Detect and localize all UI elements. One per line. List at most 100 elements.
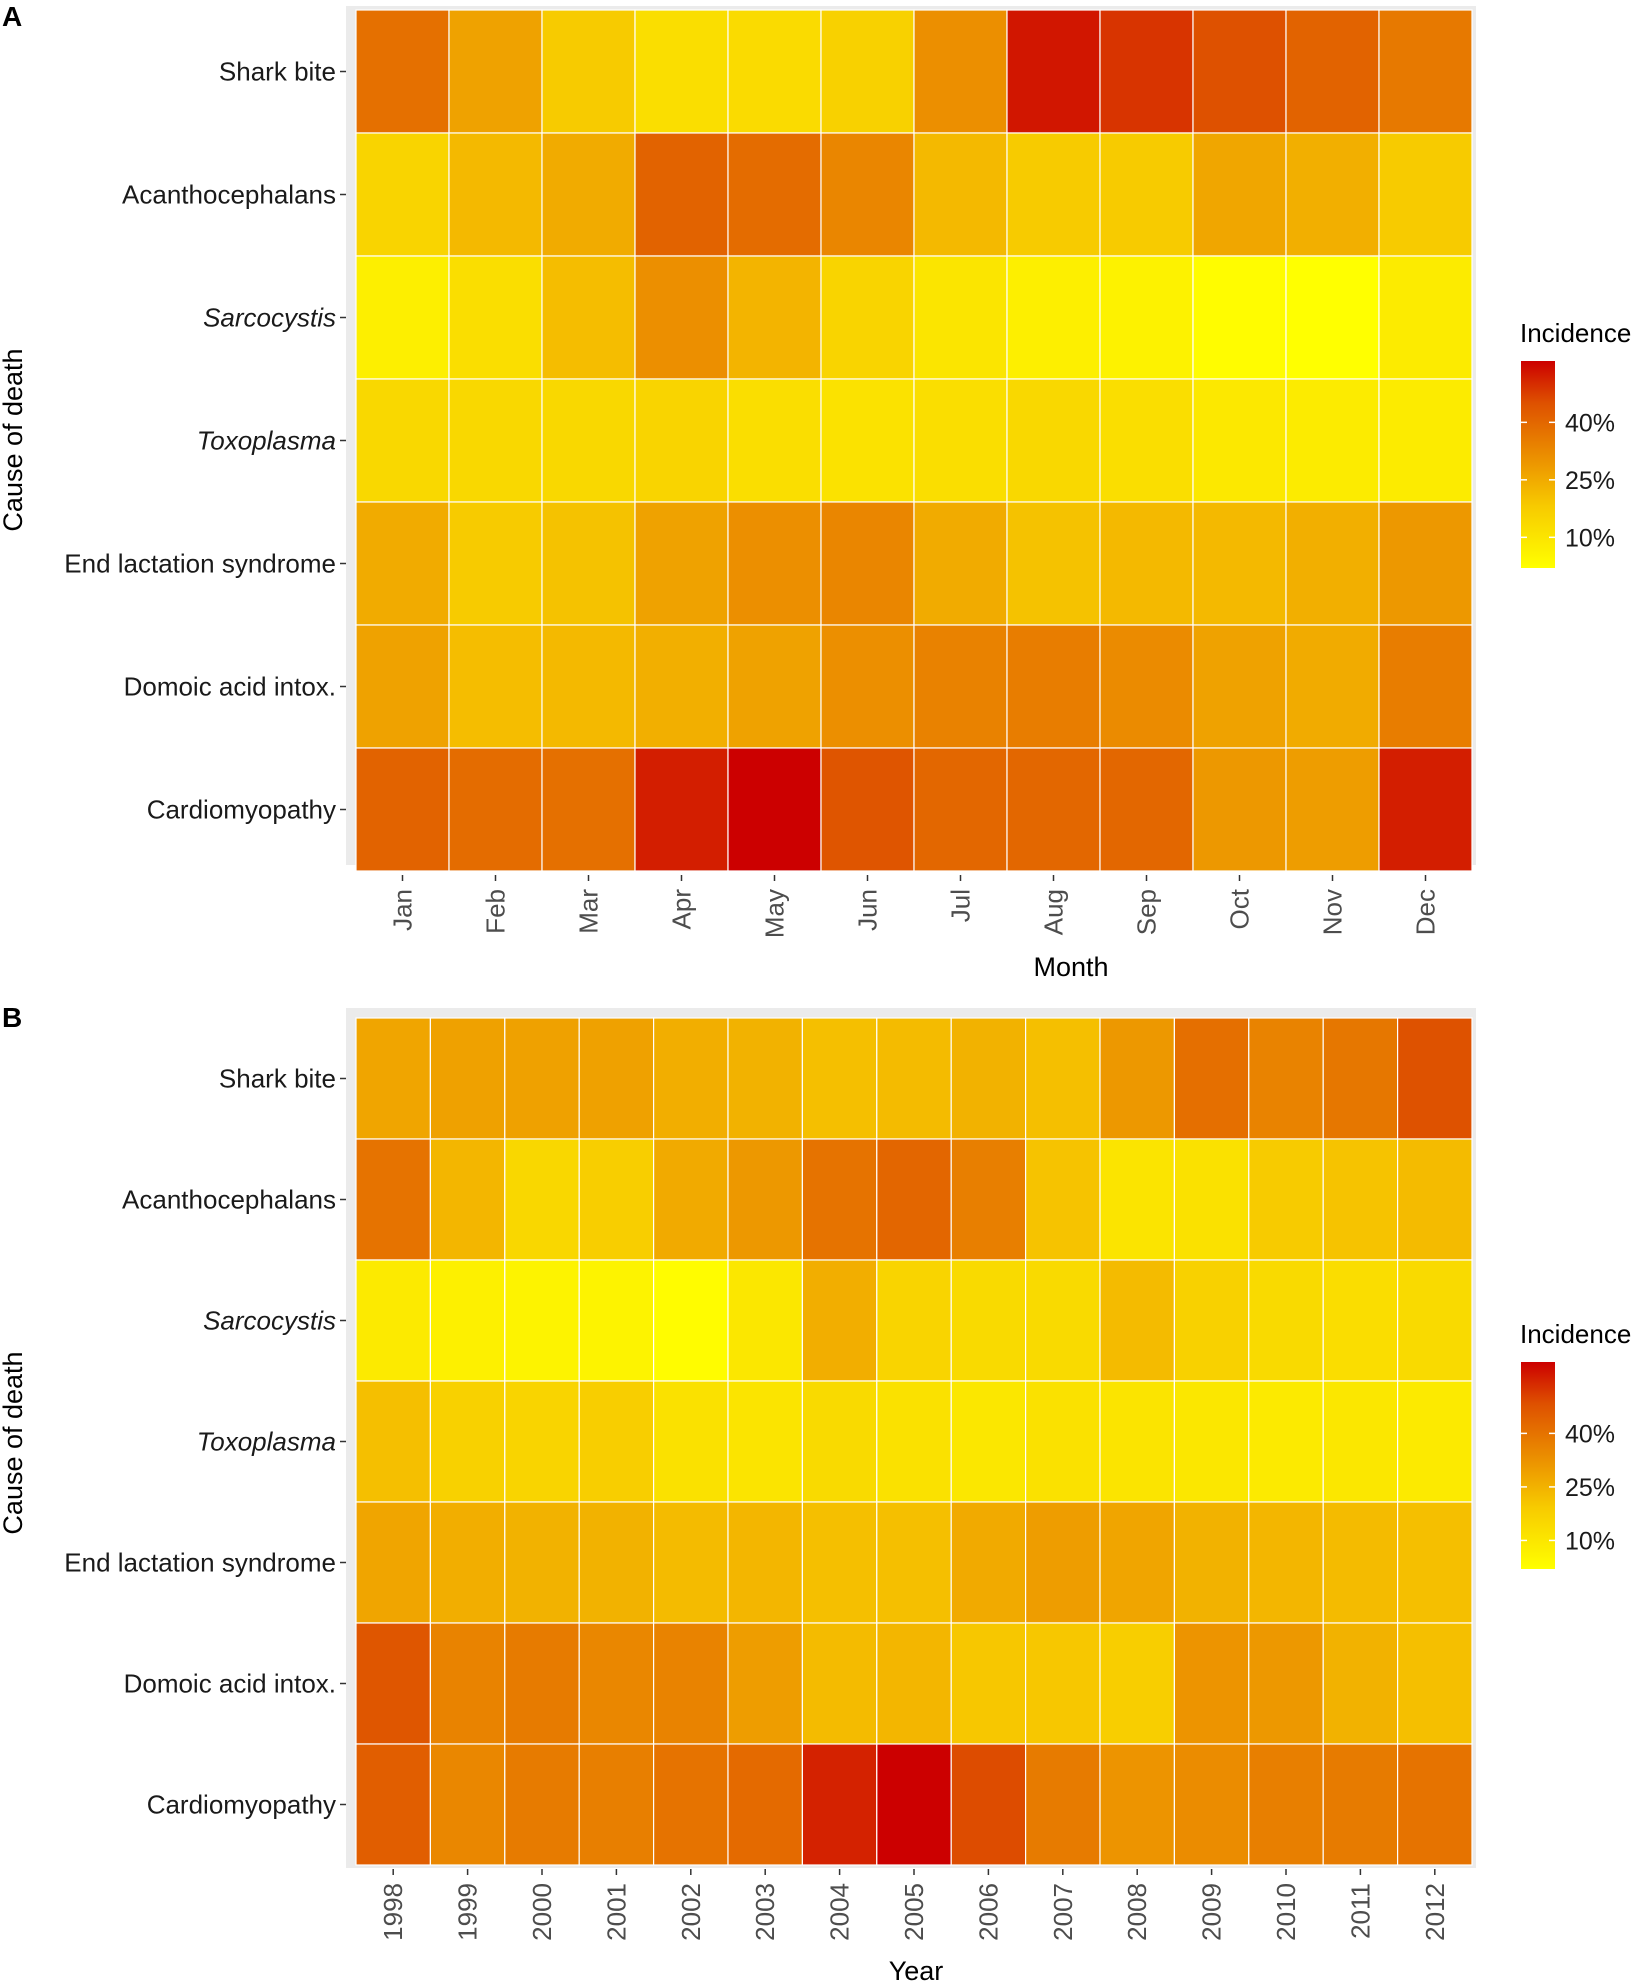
x-axis-title-a: Month <box>1033 952 1108 982</box>
heatmap-cell <box>1248 1743 1324 1866</box>
heatmap-cell <box>1099 1259 1176 1382</box>
heatmap-cell <box>913 9 1008 134</box>
heatmap-cell <box>504 1138 580 1261</box>
y-tick-label: Sarcocystis <box>203 1306 336 1336</box>
legend-tick-label: 25% <box>1565 467 1615 495</box>
y-tick-label: Domoic acid intox. <box>124 1669 336 1699</box>
heatmap-cell <box>448 255 543 380</box>
heatmap-cell <box>913 624 1008 749</box>
heatmap-cell <box>727 1138 804 1261</box>
x-tick-label: Jun <box>853 889 883 931</box>
heatmap-cell <box>1173 1380 1250 1503</box>
heatmap-cell <box>429 1380 506 1503</box>
heatmap-cell <box>950 1501 1027 1624</box>
x-tick-label: Apr <box>667 889 697 930</box>
heatmap-cell <box>448 378 543 503</box>
heatmap-cell <box>950 1138 1027 1261</box>
y-tick-label: Domoic acid intox. <box>124 672 336 702</box>
heatmap-cell <box>1378 624 1473 749</box>
heatmap-cell <box>634 624 729 749</box>
heatmap-cell <box>1285 255 1380 380</box>
heatmap-cell <box>801 1259 878 1382</box>
x-tick-label: 2000 <box>527 1883 557 1941</box>
heatmap-cell <box>876 1622 952 1745</box>
heatmap-cell <box>1378 378 1473 503</box>
heatmap-cell <box>1396 1017 1473 1140</box>
heatmap-cell <box>1024 1380 1101 1503</box>
heatmap-cell <box>876 1138 952 1261</box>
heatmap-cell <box>1173 1622 1250 1745</box>
heatmap-cell <box>355 624 450 749</box>
heatmap-cell <box>1396 1380 1473 1503</box>
heatmap-cell <box>1322 1259 1399 1382</box>
heatmap-cell <box>541 747 636 872</box>
heatmap-cell <box>1099 1743 1176 1866</box>
heatmap-cell <box>634 132 729 257</box>
heatmap-cell <box>1396 1138 1473 1261</box>
heatmap-cell <box>1006 624 1101 749</box>
legend-tick-label: 40% <box>1565 409 1615 437</box>
x-tick-label: Nov <box>1318 889 1348 935</box>
heatmap-cell <box>1006 9 1101 134</box>
heatmap-cell <box>801 1501 878 1624</box>
heatmap-cell <box>913 747 1008 872</box>
heatmap-cell <box>913 132 1008 257</box>
heatmap-cell <box>355 1017 432 1140</box>
heatmap-cell <box>1099 747 1194 872</box>
heatmap-cell <box>1248 1622 1324 1745</box>
heatmap-cell <box>1173 1138 1250 1261</box>
heatmap-cell <box>1192 9 1287 134</box>
x-tick-label: 2002 <box>676 1883 706 1941</box>
heatmap-cell <box>1173 1743 1250 1866</box>
y-axis-title-a: Cause of death <box>0 348 28 531</box>
heatmap-cell <box>541 624 636 749</box>
heatmap-cell <box>801 1017 878 1140</box>
heatmap-cell <box>578 1138 655 1261</box>
legend-tick-label: 10% <box>1565 524 1615 552</box>
heatmap-cell <box>820 255 915 380</box>
heatmap-cell <box>448 747 543 872</box>
x-tick-label: 2001 <box>601 1883 631 1941</box>
heatmap-cell <box>820 747 915 872</box>
heatmap-cell <box>1378 255 1473 380</box>
heatmap-cell <box>727 132 822 257</box>
heatmap-cell <box>355 1743 432 1866</box>
heatmap-cell <box>504 1622 580 1745</box>
heatmap-cell <box>1006 501 1101 626</box>
heatmap-cell <box>1322 1138 1399 1261</box>
heatmap-cell <box>820 132 915 257</box>
heatmap-cell <box>1285 9 1380 134</box>
heatmap-cell <box>504 1259 580 1382</box>
heatmap-cell <box>1192 378 1287 503</box>
heatmap-cell <box>727 1380 804 1503</box>
legend-title: Incidence <box>1520 318 1631 348</box>
legend-colorbar <box>1521 1362 1555 1569</box>
heatmap-cell <box>1192 624 1287 749</box>
x-tick-label: 2011 <box>1345 1883 1375 1939</box>
heatmap-cell <box>820 378 915 503</box>
y-tick-label: Sarcocystis <box>203 303 336 333</box>
heatmap-cell <box>541 9 636 134</box>
y-axis-title-b: Cause of death <box>0 1351 28 1534</box>
panel-label-b: B <box>2 1002 22 1033</box>
x-tick-label: Aug <box>1039 889 1069 935</box>
heatmap-cell <box>355 9 450 134</box>
heatmap-cell <box>1285 132 1380 257</box>
heatmap-cell <box>355 255 450 380</box>
heatmap-cell <box>727 747 822 872</box>
heatmap-cell <box>1322 1017 1399 1140</box>
heatmap-cell <box>652 1743 729 1866</box>
y-tick-label: End lactation syndrome <box>64 1548 336 1578</box>
heatmap-cell <box>1322 1622 1399 1745</box>
heatmap-cell <box>1173 1259 1250 1382</box>
x-tick-label: 2008 <box>1122 1883 1152 1941</box>
heatmap-cell <box>1173 1017 1250 1140</box>
heatmap-cell <box>1322 1743 1399 1866</box>
heatmap-cell <box>1024 1622 1101 1745</box>
heatmap-cell <box>429 1622 506 1745</box>
heatmap-cell <box>1248 1017 1324 1140</box>
x-tick-label: 2007 <box>1048 1883 1078 1941</box>
heatmap-cell <box>1322 1380 1399 1503</box>
y-tick-label: Shark bite <box>219 1064 336 1094</box>
heatmap-cell <box>876 1259 952 1382</box>
